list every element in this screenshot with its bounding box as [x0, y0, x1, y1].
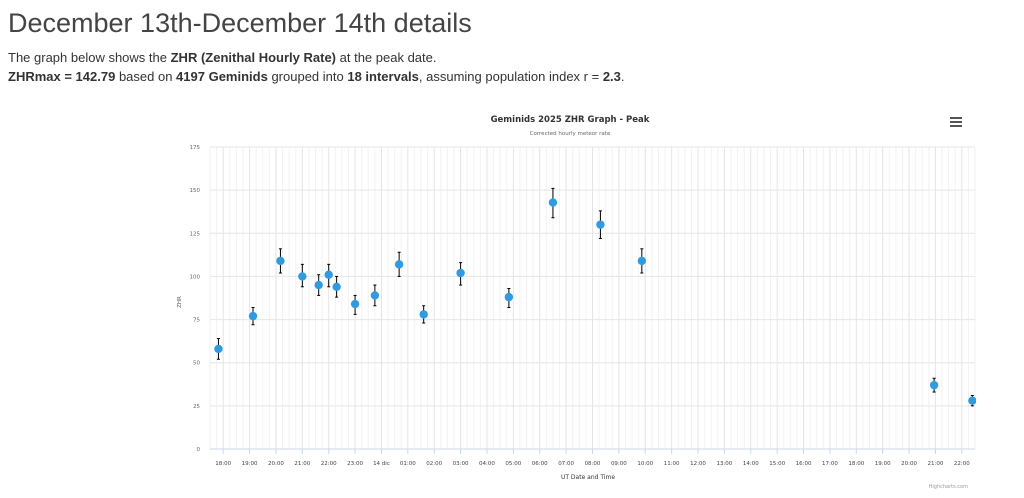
data-points	[214, 187, 976, 407]
intro-line-2: ZHRmax = 142.79 based on 4197 Geminids g…	[8, 67, 625, 86]
x-tick-label: 20:00	[268, 461, 284, 467]
x-tick-label: 14:00	[743, 461, 759, 467]
y-tick-label: 125	[190, 231, 201, 237]
x-tick-label: 19:00	[242, 461, 258, 467]
x-tick-label: 08:00	[585, 461, 601, 467]
data-point	[929, 380, 939, 390]
menu-bar-top	[950, 117, 962, 119]
x-tick-label: 05:00	[505, 461, 521, 467]
zhr-term: ZHR (Zenithal Hourly Rate)	[170, 50, 337, 65]
y-tick-label: 150	[190, 188, 201, 194]
menu-bar-middle	[950, 121, 962, 123]
zhrmax-value: ZHRmax = 142.79	[8, 69, 116, 84]
data-point	[504, 292, 514, 302]
credits-link[interactable]: Highcharts.com	[929, 484, 968, 490]
data-point	[394, 260, 404, 269]
x-tick-label: 06:00	[532, 461, 548, 467]
data-point	[214, 344, 223, 354]
x-tick-label: 23:00	[347, 461, 363, 467]
data-point	[419, 310, 428, 319]
x-tick-label: 17:00	[822, 461, 838, 467]
x-tick-label: 22:00	[954, 461, 970, 467]
data-point	[968, 396, 976, 405]
x-tick-label: 14 dic	[373, 461, 390, 467]
x-tick-label: 22:00	[321, 461, 337, 467]
x-tick-label: 11:00	[664, 461, 680, 467]
y-tick-label: 100	[190, 274, 201, 280]
y-axis-title: ZHR	[177, 296, 183, 308]
x-axis-title: UT Date and Time	[561, 474, 615, 481]
x-tick-label: 09:00	[611, 461, 627, 467]
x-tick-label: 18:00	[215, 461, 231, 467]
intro-prefix: The graph below shows the	[8, 50, 171, 65]
x-tick-label: 20:00	[901, 461, 917, 467]
data-point	[637, 256, 647, 266]
chart-subtitle: Corrected hourly meteor rate	[530, 131, 611, 137]
page-title: December 13th-December 14th details	[8, 8, 472, 38]
x-tick-label: 03:00	[453, 461, 469, 467]
population-index-value: 2.3	[602, 69, 621, 84]
data-point	[456, 268, 465, 278]
data-point	[276, 256, 285, 266]
intro-text: The graph below shows the ZHR (Zenithal …	[8, 48, 625, 86]
y-tick-label: 0	[197, 447, 201, 453]
x-tick-label: 01:00	[400, 461, 416, 467]
x-tick-label: 07:00	[558, 461, 574, 467]
data-point	[350, 299, 360, 309]
interval-count: 18 intervals	[347, 69, 419, 84]
x-tick-label: 13:00	[716, 461, 732, 467]
x-tick-label: 12:00	[690, 461, 706, 467]
x-tick-label: 02:00	[426, 461, 442, 467]
vertical-gridlines	[209, 147, 976, 449]
data-point	[248, 311, 258, 321]
intro-suffix: at the peak date.	[336, 50, 437, 65]
x-tick-label: 10:00	[637, 461, 653, 467]
x-tick-label: 21:00	[294, 461, 310, 467]
x-tick-label: 21:00	[928, 461, 944, 467]
data-point	[548, 198, 558, 207]
data-point	[324, 270, 333, 279]
y-tick-label: 175	[190, 145, 201, 151]
x-axis: 18:00 19:00 20:00 21:00 22:00 23:00 14 dic 01:0…	[210, 448, 975, 467]
menu-bar-bottom	[950, 125, 962, 127]
text-period: .	[620, 69, 625, 84]
text-population-index: , assuming population index r =	[418, 69, 603, 84]
x-tick-label: 19:00	[875, 461, 891, 467]
data-point	[298, 272, 307, 281]
chart-title: Geminids 2025 ZHR Graph - Peak	[491, 115, 650, 125]
text-based-on: based on	[115, 69, 177, 84]
y-tick-label: 25	[193, 404, 200, 410]
zhr-chart: 0 25 50 75 100 125 150 175 18:00 19:00 20:00 21:00…	[160, 104, 976, 494]
x-tick-label: 16:00	[796, 461, 812, 467]
y-axis-tick-labels: 0 25 50 75 100 125 150 175	[190, 145, 201, 453]
x-tick-label: 18:00	[848, 461, 864, 467]
meteor-count: 4197 Geminids	[176, 69, 268, 84]
zhr-chart-svg: 0 25 50 75 100 125 150 175 18:00 19:00 20:00 21:00…	[160, 104, 976, 494]
x-tick-label: 15:00	[769, 461, 785, 467]
y-tick-label: 75	[193, 318, 200, 324]
data-point	[314, 280, 323, 290]
data-point	[596, 220, 605, 229]
x-tick-label: 04:00	[479, 461, 495, 467]
data-point	[370, 291, 380, 300]
data-point	[332, 282, 341, 291]
hamburger-menu-icon[interactable]	[946, 115, 966, 131]
y-tick-label: 50	[193, 361, 200, 367]
intro-line-1: The graph below shows the ZHR (Zenithal …	[8, 48, 625, 67]
text-grouped-into: grouped into	[267, 69, 348, 84]
